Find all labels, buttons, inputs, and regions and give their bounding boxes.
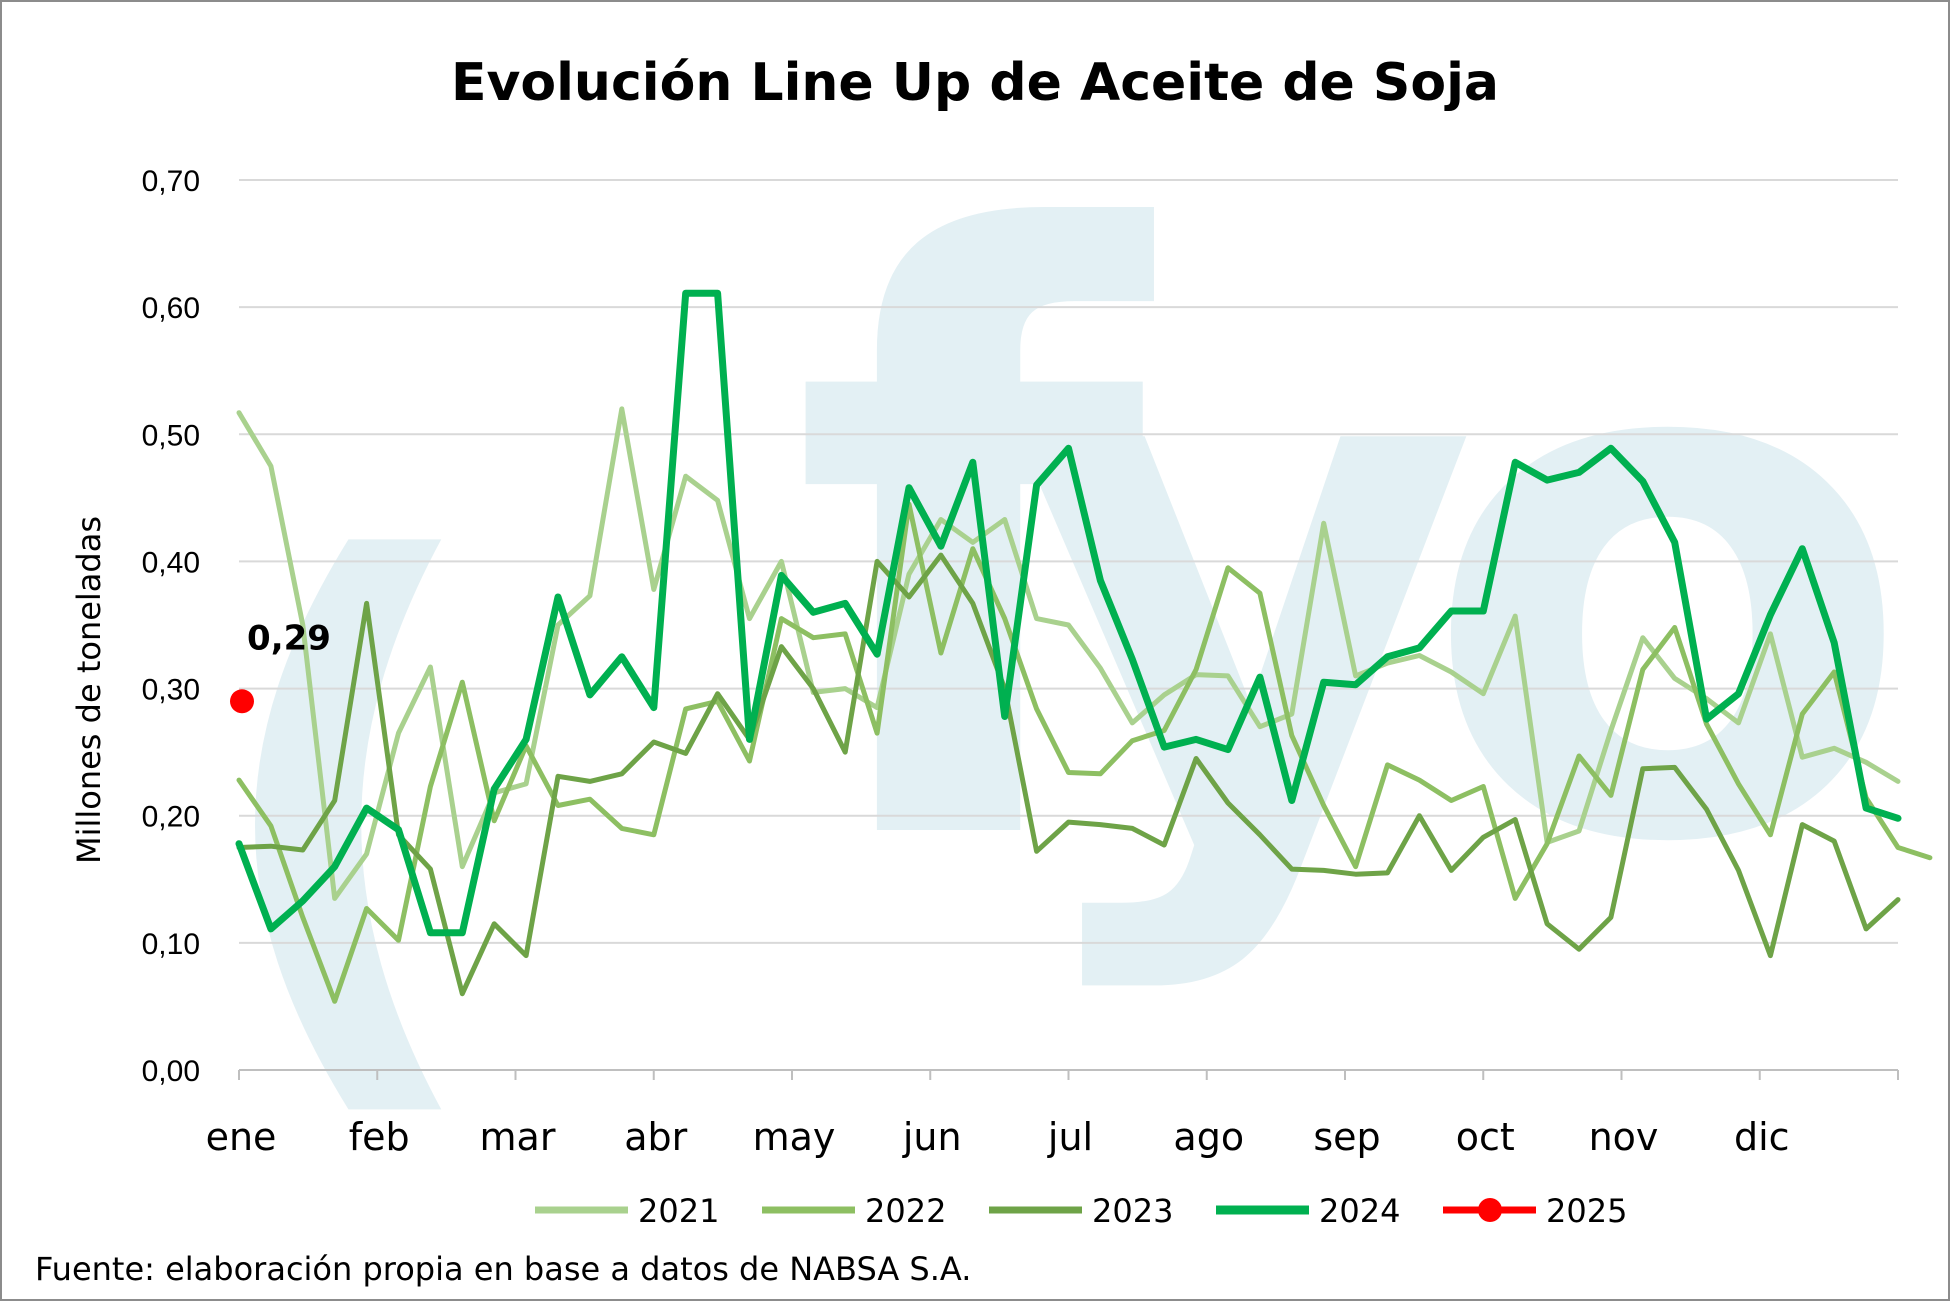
y-tick-label: 0,40 (142, 546, 200, 579)
series-line-2022[interactable] (236, 501, 1933, 1004)
y-axis: 0,00 0,10 0,20 0,30 0,40 0,50 0,60 0,70 (142, 165, 200, 1088)
watermark-glyph-parenthesis: ( (200, 431, 493, 1176)
y-tick-label: 0,30 (142, 674, 200, 707)
series-line-2023[interactable] (236, 552, 1901, 997)
y-tick-label: 0,10 (142, 928, 200, 961)
legend-item-2023[interactable]: 2023 (989, 1192, 1173, 1230)
x-tick-label: ene (206, 1115, 277, 1159)
y-tick-label: 0,50 (142, 419, 200, 452)
x-tick-label: ago (1173, 1115, 1244, 1159)
series-line-2021[interactable] (236, 406, 1901, 901)
watermark-glyph-f: f (790, 70, 1162, 1024)
chart-title: Evolución Line Up de Aceite de Soja (451, 53, 1499, 113)
x-tick-label: jun (902, 1115, 962, 1159)
legend-item-2025[interactable]: 2025 (1443, 1192, 1627, 1230)
x-tick-label: abr (624, 1115, 687, 1159)
y-tick-label: 0,60 (142, 292, 200, 325)
series-line-2024[interactable] (235, 289, 1902, 937)
legend-label: 2024 (1319, 1192, 1400, 1230)
legend-label: 2025 (1546, 1192, 1627, 1230)
data-point-2025[interactable] (230, 689, 254, 714)
x-tick-label: oct (1456, 1115, 1515, 1159)
y-axis-label: Millones de toneladas (70, 516, 108, 864)
source-note: Fuente: elaboración propia en base a dat… (35, 1250, 971, 1288)
x-tick-label: mar (480, 1115, 556, 1159)
legend-item-2022[interactable]: 2022 (762, 1192, 946, 1230)
legend-item-2024[interactable]: 2024 (1216, 1192, 1400, 1230)
series-lines (230, 289, 1933, 1004)
x-tick-label: may (753, 1115, 836, 1159)
x-axis: ene feb mar abr may jun jul ago sep oct nov dic (206, 1069, 1899, 1159)
legend-label: 2022 (865, 1192, 946, 1230)
x-tick-label: dic (1734, 1115, 1790, 1159)
data-labels: 0,29 (247, 618, 331, 658)
x-tick-label: sep (1313, 1115, 1380, 1159)
data-label-2025: 0,29 (247, 618, 331, 658)
legend-label: 2021 (638, 1192, 719, 1230)
x-tick-label: jul (1047, 1115, 1093, 1159)
y-tick-label: 0,20 (142, 801, 200, 834)
x-tick-label: feb (349, 1115, 410, 1159)
y-tick-label: 0,70 (142, 165, 200, 198)
legend-label: 2023 (1092, 1192, 1173, 1230)
legend-item-2021[interactable]: 2021 (535, 1192, 719, 1230)
legend[interactable]: 2021 2022 2023 2024 2025 (535, 1192, 1627, 1230)
x-tick-label: nov (1589, 1115, 1659, 1159)
legend-marker (1478, 1198, 1502, 1222)
y-tick-label: 0,00 (142, 1055, 200, 1088)
watermark-logo: ( f y o (200, 70, 1915, 1176)
watermark-glyph-o: o (1420, 162, 1915, 1000)
